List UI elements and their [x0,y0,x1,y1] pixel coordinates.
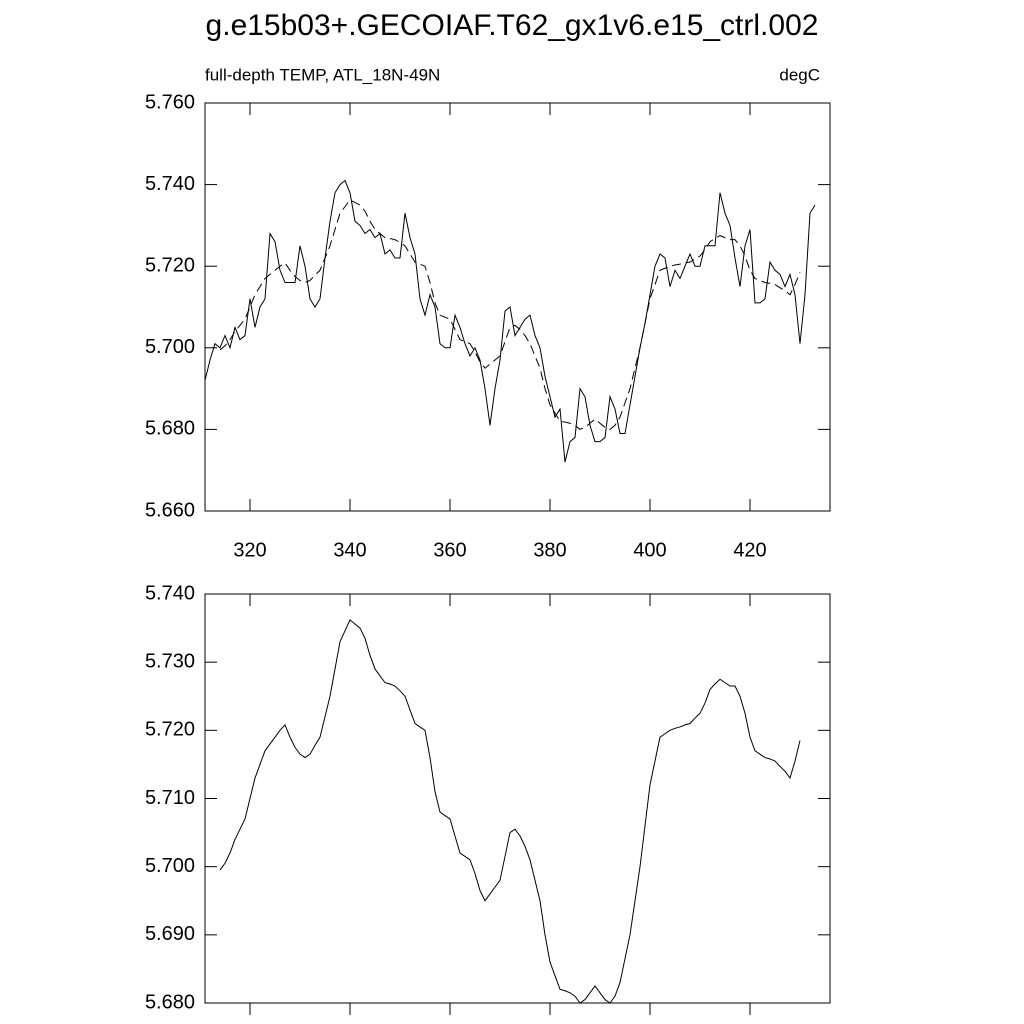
x-tick-label: 420 [733,539,766,561]
x-tick-label: 380 [533,539,566,561]
plot-frame [204,593,831,1004]
y-tick-label: 5.700 [145,855,195,877]
x-tick-label: 400 [633,539,666,561]
chart-title: g.e15b03+.GECOIAF.T62_gx1v6.e15_ctrl.002 [206,9,819,42]
data-line [204,179,816,463]
data-line [219,619,801,1004]
subtitle: full-depth TEMP, ATL_18N-49N [205,65,440,84]
y-tick-label: 5.700 [145,336,195,358]
y-tick-label: 5.740 [145,173,195,195]
y-tick-label: 5.740 [145,582,195,604]
y-tick-label: 5.710 [145,787,195,809]
y-tick-label: 5.760 [145,91,195,113]
x-tick-label: 320 [233,539,266,561]
x-tick-label: 340 [333,539,366,561]
y-tick-label: 5.690 [145,923,195,945]
plot-frame [204,102,831,512]
y-tick-label: 5.720 [145,719,195,741]
x-tick-label: 360 [433,539,466,561]
y-tick-label: 5.680 [145,991,195,1013]
y-tick-label: 5.730 [145,650,195,672]
units-label: degC [779,65,820,84]
y-tick-label: 5.680 [145,418,195,440]
data-line [219,199,801,430]
y-tick-label: 5.660 [145,499,195,521]
y-tick-label: 5.720 [145,254,195,276]
